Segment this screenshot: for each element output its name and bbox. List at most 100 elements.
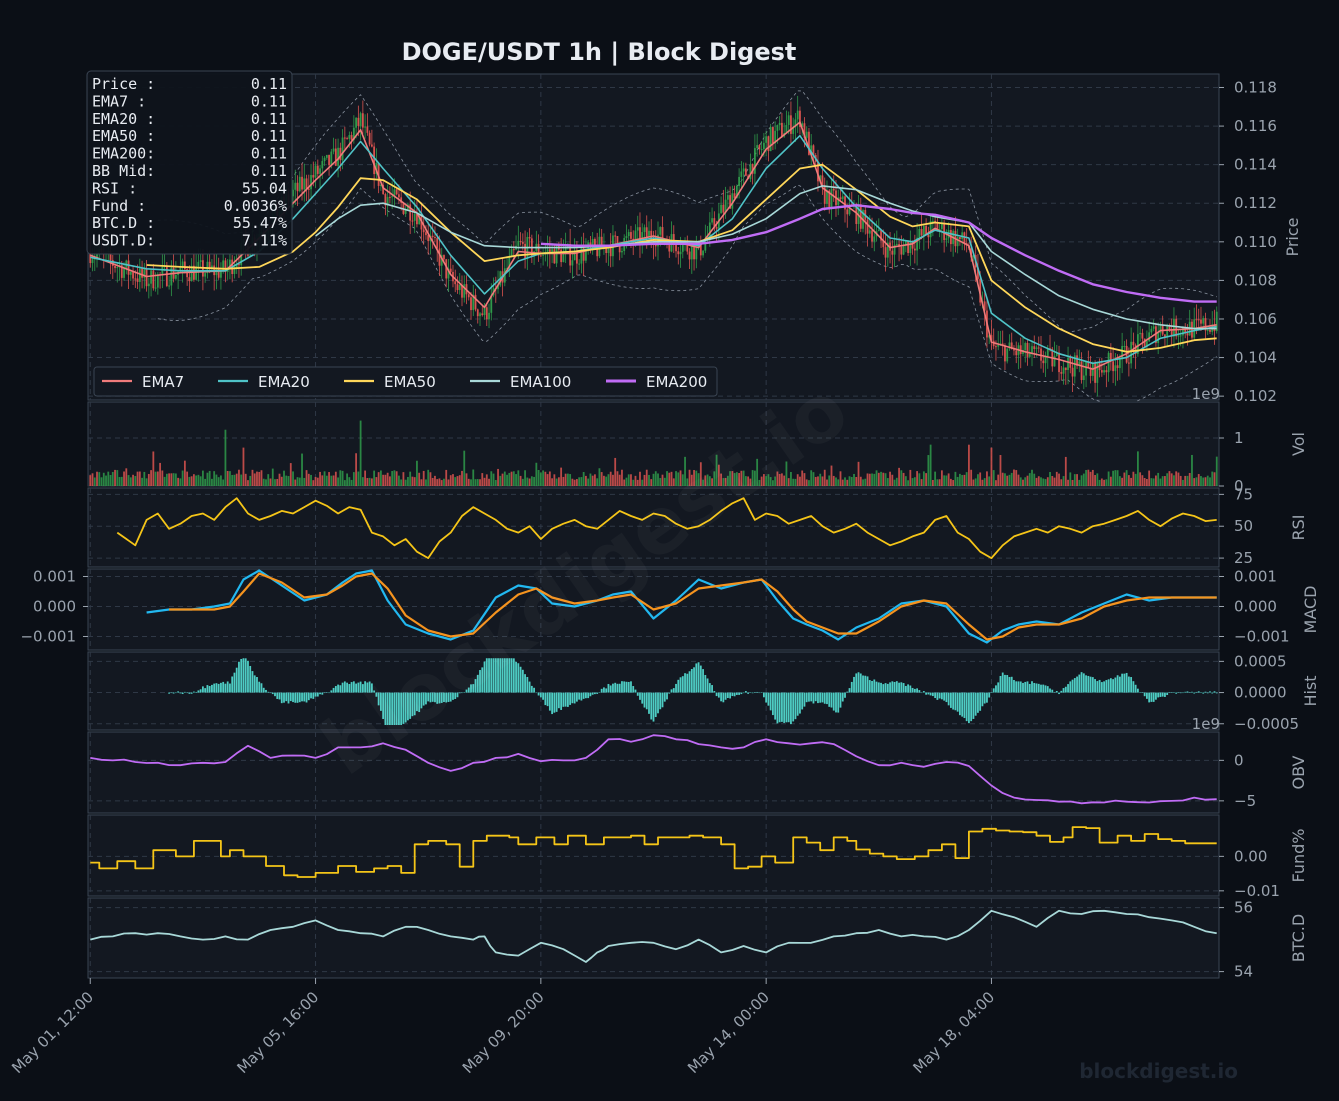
hist-bar [434,692,436,703]
hist-bar [546,692,549,707]
volume-bar [287,476,290,486]
hist-bar [801,692,804,710]
volume-bar [206,472,209,486]
volume-bar [627,474,630,486]
hist-bar [639,692,641,700]
hist-bar [512,658,515,693]
hist-bar [814,692,817,702]
candle-body [907,240,909,254]
candle-body [918,229,921,238]
ylabel-fund: Fund% [1289,829,1308,883]
hist-bar [1134,684,1137,693]
volume-bar [634,475,637,486]
hist-bar [808,692,810,702]
volume-bar [1191,454,1193,486]
hist-bar [630,681,632,693]
candle-body [605,245,608,254]
volume-bar [102,472,105,486]
hist-bar [170,692,173,694]
candle-body [922,225,925,236]
candle-body [765,136,768,143]
volume-bar [186,471,189,486]
hist-bar [470,684,472,693]
candle-body [418,214,421,225]
hist-bar [970,692,973,722]
volume-bar [817,476,819,486]
candle-body [352,127,355,140]
volume-bar [564,473,567,486]
volume-bar [125,468,128,486]
hist-bar [251,671,254,693]
volume-bar [165,473,168,486]
volume-bar [1076,474,1078,486]
hist-bar [341,682,344,693]
volume-bar [841,479,844,486]
info-label: EMA50 : [92,127,155,145]
panel-frame-rsi [87,487,1220,568]
candle-body [731,193,734,209]
volume-bar [594,474,596,486]
volume-bar [988,476,991,486]
volume-bar [508,472,511,486]
volume-bar [404,479,407,486]
hist-bar [688,671,691,693]
candle-body [582,247,585,261]
volume-bar [630,474,632,486]
volume-bar [253,473,256,486]
hist-bar [456,692,459,698]
volume-bar [283,470,285,486]
volume-bar [729,471,732,486]
volume-bar [355,453,358,486]
volume-bar [1141,475,1144,486]
volume-bar [643,474,646,486]
candle-body [436,238,439,249]
candle-body [1157,332,1160,343]
volume-bar [600,472,603,486]
hist-bar [271,692,274,695]
volume-bar [1100,478,1103,486]
candle-body [1182,327,1184,336]
hist-bar [436,692,439,704]
hist-bar [510,658,513,693]
hist-bar [1060,690,1063,693]
candle-body [211,265,213,268]
candle-body [409,204,412,221]
volume-bar [542,470,545,486]
candle-body [900,246,903,255]
candle-body [481,313,484,316]
volume-bar [711,478,713,486]
volume-bar [445,469,448,486]
hist-bar [765,692,768,703]
candle-body [1121,345,1124,360]
volume-bar [767,474,770,486]
hist-bar [891,681,894,693]
hist-bar [672,688,675,693]
candle-body [301,176,303,190]
volume-bar [830,465,833,486]
volume-bar [812,472,815,486]
volume-bar [857,461,860,486]
hist-bar [1046,686,1049,693]
hist-bar [1146,692,1148,699]
volume-bar [920,479,923,486]
hist-bar [787,692,790,723]
volume-bar [1211,471,1214,486]
volume-bar [481,473,484,486]
volume-bar [434,475,436,486]
volume-bar [539,472,542,486]
volume-bar [909,469,912,486]
offset-label-hist: 1e9 [1192,715,1220,733]
candle-body [1031,346,1033,354]
candle-body [395,189,398,195]
hist-bar [598,692,601,693]
hist-bar [337,684,339,693]
hist-bar [612,683,614,693]
hist-bar [981,692,984,707]
ytick-label-price: 0.108 [1234,271,1277,289]
volume-bar [262,478,265,486]
hist-bar [886,683,889,693]
volume-bar [936,479,939,486]
volume-bar [578,477,581,486]
candle-body [325,154,328,158]
hist-bar [654,692,657,718]
